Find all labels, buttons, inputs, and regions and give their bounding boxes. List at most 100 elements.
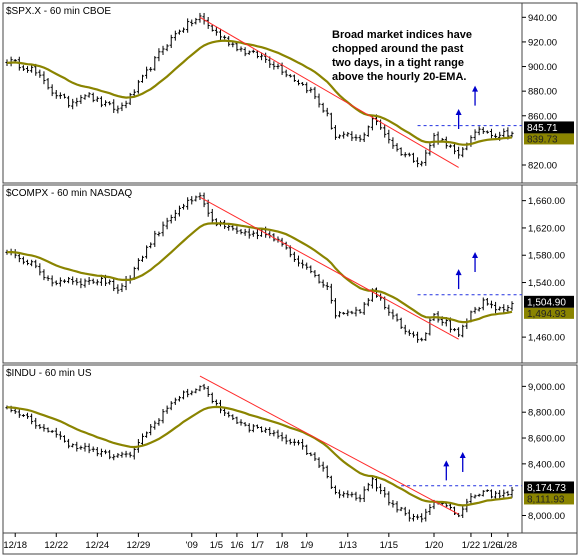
price-bar: [342, 491, 346, 498]
price-bar: [510, 131, 514, 138]
price-bar: [489, 300, 494, 309]
price-bar: [116, 453, 120, 458]
price-bar: [309, 265, 313, 274]
price-bar: [366, 482, 370, 492]
price-bar: [383, 124, 387, 138]
ema-value-label: 1,494.93: [527, 309, 566, 320]
price-bar: [477, 126, 481, 136]
price-bars: [5, 383, 514, 523]
price-bar: [498, 306, 502, 311]
price-bar: [231, 414, 235, 421]
price-bar: [153, 230, 157, 247]
downtrend-line: [199, 196, 459, 340]
price-bar: [206, 199, 210, 217]
price-bar: [272, 430, 276, 437]
price-bar: [461, 324, 465, 338]
price-bar: [370, 475, 375, 489]
price-bar: [272, 61, 276, 70]
price-bar: [329, 283, 333, 304]
price-bar: [420, 513, 424, 523]
price-bar: [407, 329, 411, 336]
price-bar: [169, 34, 173, 49]
price-bar: [140, 433, 145, 447]
price-bar: [194, 388, 198, 394]
price-bar: [202, 383, 206, 390]
price-bar: [21, 256, 26, 265]
price-bar: [383, 487, 387, 498]
price-bar: [38, 69, 42, 78]
price-bar: [21, 65, 26, 71]
price-bar: [473, 306, 477, 314]
arrow-head: [455, 109, 462, 115]
price-bar: [62, 279, 67, 284]
price-bar: [415, 331, 420, 343]
price-bar: [506, 490, 510, 497]
price-bar: [411, 331, 416, 338]
price-bar: [485, 489, 489, 492]
price-bar: [79, 278, 83, 289]
chart-panel-2: $INDU - 60 min US 9,000.00 8,800.00 8,600.0…: [2, 364, 578, 534]
price-bar: [415, 514, 420, 520]
arrow-head: [472, 85, 479, 92]
price-bar: [247, 423, 251, 433]
price-bar: [411, 152, 416, 163]
price-bar: [116, 105, 120, 114]
price-bar: [346, 309, 350, 317]
price-bar: [95, 96, 99, 103]
price-bar: [325, 107, 329, 117]
price-bar: [177, 29, 182, 35]
price-bar: [75, 97, 79, 107]
price-bar: [309, 452, 313, 457]
price-bar: [58, 431, 62, 440]
price-bar: [473, 494, 477, 499]
price-bar: [190, 196, 194, 205]
price-bar: [329, 112, 333, 130]
price-bar: [506, 304, 510, 313]
price-bar: [407, 152, 411, 157]
x-tick-label: 1/20: [425, 540, 444, 551]
price-bar: [210, 392, 214, 404]
price-bar: [251, 424, 255, 433]
price-bar: [362, 132, 366, 143]
price-bar: [206, 16, 210, 29]
price-bar: [214, 26, 218, 36]
price-bar: [46, 78, 50, 90]
price-bar: [424, 332, 428, 341]
price-bar: [25, 259, 30, 266]
price-bar: [247, 228, 251, 239]
price-bar: [112, 99, 116, 113]
price-bar: [194, 17, 198, 25]
y-tick-label: 8,000.00: [528, 511, 565, 522]
y-tick-label: 9,000.00: [528, 382, 565, 393]
price-bar: [457, 327, 461, 337]
price-bar: [502, 304, 506, 314]
price-bar: [108, 449, 112, 460]
price-bar: [153, 56, 157, 71]
ema-value-box: [524, 493, 574, 505]
price-bar: [251, 230, 255, 237]
price-bar: [346, 131, 350, 137]
price-bar: [387, 304, 391, 316]
price-bar: [510, 301, 514, 311]
arrow-head: [459, 451, 466, 458]
x-tick-label: 1/13: [339, 540, 358, 551]
price-bar: [190, 19, 194, 27]
price-bar: [157, 231, 161, 237]
price-bar: [469, 493, 473, 506]
price-bar: [120, 102, 124, 112]
price-bar: [120, 283, 124, 293]
annotation-line: two days, in a tight range: [332, 57, 464, 69]
price-bar: [83, 442, 87, 452]
price-bar: [218, 28, 223, 41]
price-bar: [124, 275, 128, 291]
price-bar: [255, 50, 260, 59]
price-bar: [407, 509, 411, 522]
price-bar: [161, 221, 165, 237]
price-bar: [83, 278, 87, 288]
price-bar: [428, 504, 432, 515]
price-bar: [411, 513, 416, 522]
price-bar: [223, 35, 227, 40]
price-bar: [432, 132, 436, 148]
price-bar: [342, 131, 346, 139]
